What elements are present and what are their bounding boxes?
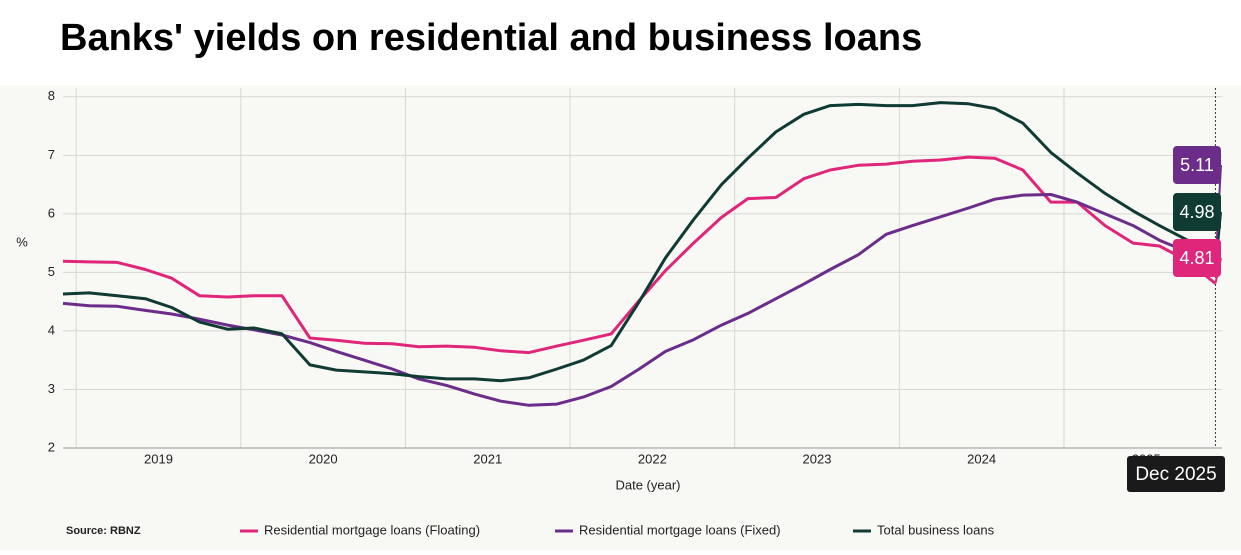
x-axis-label: Date (year) [615,477,680,492]
chart-title: Banks' yields on residential and busines… [60,17,922,59]
legend-label: Residential mortgage loans (Floating) [264,522,480,537]
y-tick-label: 7 [48,147,55,162]
source: Source: RBNZ [66,525,141,537]
x-tick-label: 2023 [803,451,832,466]
x-tick-label: 2024 [967,451,996,466]
y-axis-label: % [16,234,28,249]
y-tick-label: 2 [48,439,55,454]
y-tick-label: 4 [48,322,55,337]
value-label-box [1173,193,1221,231]
value-label: 5.11 [1180,155,1214,175]
plot-area [63,88,1222,448]
y-tick-label: 8 [48,88,55,103]
value-label: 4.98 [1179,202,1214,222]
series-line [62,193,1217,407]
x-tick-label: 2019 [144,451,173,466]
legend-label: Total business loans [877,522,995,537]
legend-label: Residential mortgage loans (Fixed) [579,522,781,537]
y-tick-label: 5 [48,264,55,279]
hover-label: Dec 2025 [1135,464,1216,485]
y-tick-label: 6 [48,205,55,220]
x-tick-label: 2020 [309,451,338,466]
value-label-box [1173,146,1221,184]
value-label: 4.81 [1179,248,1214,268]
series-line [62,101,1217,383]
hover-box [1127,456,1225,492]
y-tick-label: 3 [48,381,55,396]
x-tick-label: 2022 [638,451,667,466]
title-banner [0,0,1241,85]
value-label-box [1173,239,1221,277]
x-tick-label: 2021 [473,451,502,466]
